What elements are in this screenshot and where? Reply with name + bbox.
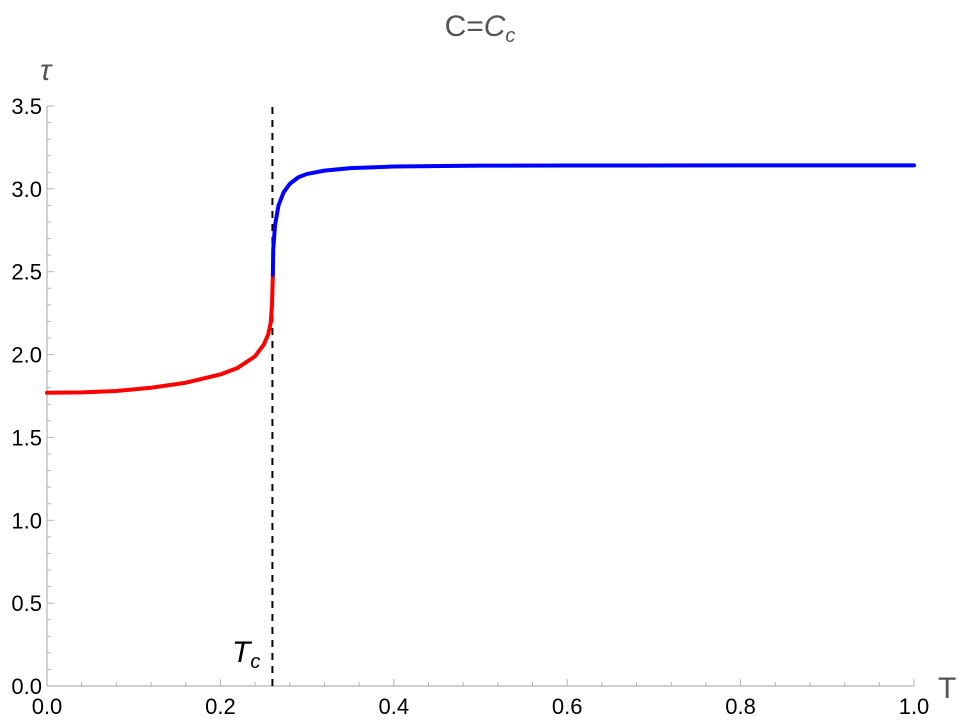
y-axis-title: τ	[40, 54, 53, 87]
y-tick-label: 3.0	[11, 177, 42, 202]
x-tick-label: 1.0	[899, 694, 930, 719]
series-line-1	[45, 273, 275, 395]
chart-title: C=Cc	[445, 10, 516, 47]
y-tick-label: 2.0	[11, 343, 42, 368]
series-group	[45, 163, 916, 395]
y-tick-label: 1.0	[11, 508, 42, 533]
y-tick-label: 1.5	[11, 425, 42, 450]
y-tick-label: 2.5	[11, 260, 42, 285]
x-tick-label: 0.8	[725, 694, 756, 719]
x-tick-label: 0.6	[552, 694, 583, 719]
x-tick-label: 0.2	[205, 694, 236, 719]
critical-line-label: Tc	[232, 636, 260, 673]
y-tick-label: 0.0	[11, 674, 42, 699]
x-ticks: 0.0 0.2 0.4 0.6 0.8 1.0	[32, 679, 930, 719]
y-tick-label: 3.5	[11, 94, 42, 119]
y-tick-label: 0.5	[11, 591, 42, 616]
x-axis-title: T	[938, 672, 956, 705]
axes	[46, 106, 914, 687]
series-line-2	[270, 163, 916, 278]
x-tick-label: 0.0	[32, 694, 63, 719]
y-ticks: 0.0 0.5 1.0 1.5 2.0 2.5 3.0 3.5	[11, 94, 54, 699]
x-tick-label: 0.4	[379, 694, 410, 719]
